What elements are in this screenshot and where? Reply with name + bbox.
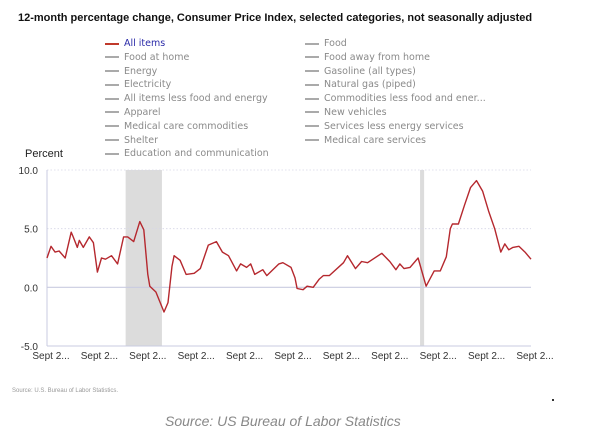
x-tick-label: Sept 2... [371, 351, 408, 362]
y-axis-label: Percent [25, 148, 63, 160]
legend-swatch [105, 152, 119, 155]
legend-item[interactable]: All items less food and energy [105, 92, 269, 106]
legend-swatch [105, 97, 119, 100]
legend-label: Education and communication [124, 148, 269, 160]
x-tick-label: Sept 2... [323, 351, 360, 362]
series-line-all-items [46, 179, 532, 313]
legend-label: Services less energy services [324, 120, 464, 132]
legend-item[interactable]: Natural gas (piped) [305, 78, 486, 92]
x-tick-label: Sept 2... [81, 351, 118, 362]
x-tick-label: Sept 2... [178, 351, 215, 362]
legend-item[interactable]: Commodities less food and ener... [305, 92, 486, 106]
legend-item[interactable]: All items [105, 37, 269, 51]
legend-swatch [305, 139, 319, 142]
legend-item[interactable]: New vehicles [305, 106, 486, 120]
legend-swatch [105, 42, 119, 45]
legend-item[interactable]: Electricity [105, 78, 269, 92]
legend-swatch [105, 70, 119, 73]
legend-label: New vehicles [324, 106, 387, 118]
legend-item[interactable]: Education and communication [105, 147, 269, 161]
legend-item[interactable]: Shelter [105, 134, 269, 148]
legend-swatch [105, 83, 119, 86]
legend-label: All items [124, 38, 166, 49]
legend-item[interactable]: Medical care commodities [105, 120, 269, 134]
legend-label: Medical care commodities [124, 120, 249, 132]
legend-item[interactable]: Gasoline (all types) [305, 65, 486, 79]
x-tick-label: Sept 2... [129, 351, 166, 362]
y-tick-label: 5.0 [24, 225, 38, 236]
legend-swatch [305, 97, 319, 100]
recession-shading [125, 170, 162, 346]
legend-item[interactable]: Energy [105, 65, 269, 79]
x-tick-label: Sept 2... [468, 351, 505, 362]
legend-label: Food away from home [324, 51, 430, 63]
x-tick-label: Sept 2... [226, 351, 263, 362]
legend-swatch [305, 70, 319, 73]
legend-swatch [105, 111, 119, 114]
legend-item[interactable]: Food away from home [305, 51, 486, 65]
legend-column-1: All items Food at home Energy Electricit… [105, 37, 269, 161]
legend-label: Medical care services [324, 134, 426, 146]
legend-label: Shelter [124, 134, 159, 146]
legend-label: Food at home [124, 51, 190, 63]
x-tick-label: Sept 2... [516, 351, 553, 362]
legend-item[interactable]: Medical care services [305, 134, 486, 148]
legend-swatch [305, 42, 319, 45]
y-tick-label: -5.0 [21, 342, 39, 353]
legend-label: Apparel [124, 106, 161, 118]
stray-dot [552, 399, 554, 401]
legend-swatch [305, 56, 319, 59]
legend-label: All items less food and energy [124, 93, 268, 105]
y-tick-label: 10.0 [19, 166, 39, 177]
chart-title: 12-month percentage change, Consumer Pri… [18, 12, 533, 24]
legend-swatch [305, 83, 319, 86]
x-tick-label: Sept 2... [274, 351, 311, 362]
legend-item[interactable]: Services less energy services [305, 120, 486, 134]
legend-swatch [305, 125, 319, 128]
legend-item[interactable]: Food at home [105, 51, 269, 65]
chart-source-note: Source: U.S. Bureau of Labor Statistics. [12, 388, 119, 394]
y-tick-label: 0.0 [24, 283, 38, 294]
x-tick-label: Sept 2... [32, 351, 69, 362]
legend-label: Natural gas (piped) [324, 79, 416, 91]
x-tick-label: Sept 2... [420, 351, 457, 362]
legend-label: Electricity [124, 79, 172, 91]
legend-label: Energy [124, 65, 158, 77]
legend-swatch [305, 111, 319, 114]
figure-caption: Source: US Bureau of Labor Statistics [165, 413, 401, 429]
legend-swatch [105, 139, 119, 142]
legend-swatch [105, 125, 119, 128]
legend-label: Commodities less food and ener... [324, 93, 486, 105]
legend-column-2: Food Food away from home Gasoline (all t… [305, 37, 486, 147]
legend-item[interactable]: Apparel [105, 106, 269, 120]
legend-swatch [105, 56, 119, 59]
legend-label: Gasoline (all types) [324, 65, 416, 77]
legend-label: Food [324, 38, 347, 49]
recession-shading [420, 170, 425, 346]
legend-item[interactable]: Food [305, 37, 486, 51]
